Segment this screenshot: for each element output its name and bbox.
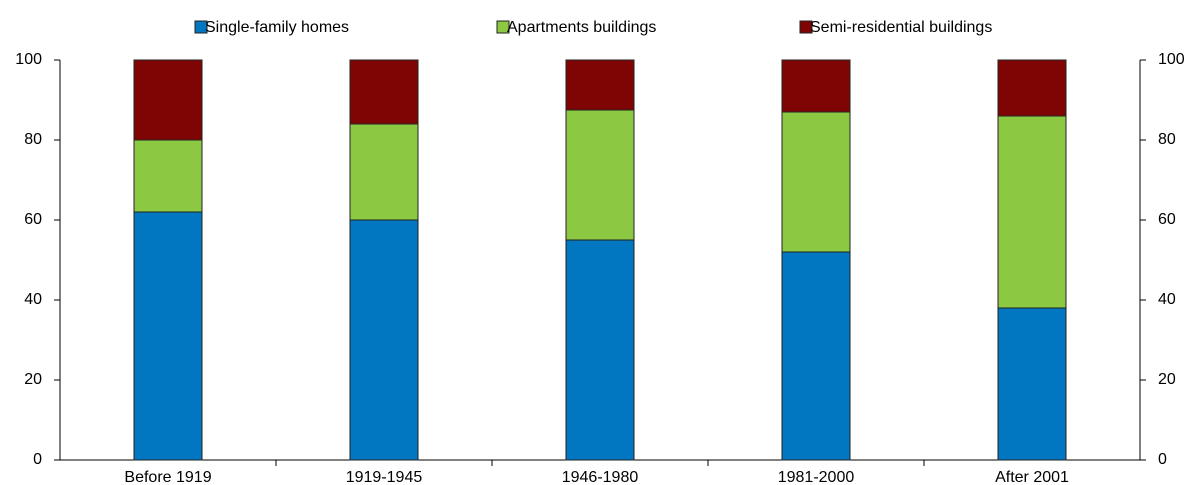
legend-label: Apartments buildings bbox=[507, 19, 656, 36]
bar-segment bbox=[997, 115, 1067, 309]
bar-segment bbox=[349, 123, 419, 221]
y2-tick-label: 40 bbox=[1158, 291, 1176, 308]
x-tick-label: Before 1919 bbox=[124, 469, 211, 485]
y-tick-label: 80 bbox=[24, 131, 42, 148]
bar-segment bbox=[781, 251, 851, 461]
bar-segment bbox=[781, 59, 851, 113]
y2-tick-label: 80 bbox=[1158, 131, 1176, 148]
y2-tick-label: 60 bbox=[1158, 211, 1176, 228]
y2-tick-label: 20 bbox=[1158, 371, 1176, 388]
legend-swatch bbox=[799, 20, 813, 34]
x-tick-label: 1981-2000 bbox=[778, 469, 855, 485]
y-tick-label: 100 bbox=[15, 51, 42, 68]
y2-tick-label: 0 bbox=[1158, 451, 1167, 468]
bar-segment bbox=[133, 139, 203, 213]
y-tick-label: 60 bbox=[24, 211, 42, 228]
y2-tick-label: 100 bbox=[1158, 51, 1185, 68]
x-tick-label: 1919-1945 bbox=[346, 469, 423, 485]
legend-swatch bbox=[194, 20, 208, 34]
bar-segment bbox=[349, 219, 419, 461]
bar-segment bbox=[781, 111, 851, 253]
bar-segment bbox=[133, 59, 203, 141]
bar-segment bbox=[565, 109, 635, 241]
y-tick-label: 20 bbox=[24, 371, 42, 388]
y-tick-label: 40 bbox=[24, 291, 42, 308]
bar-segment bbox=[565, 59, 635, 111]
legend-swatch bbox=[496, 20, 510, 34]
x-tick-label: After 2001 bbox=[995, 469, 1069, 485]
bar-segment bbox=[133, 211, 203, 461]
bar-segment bbox=[565, 239, 635, 461]
bar-segment bbox=[997, 59, 1067, 117]
bar-segment bbox=[349, 59, 419, 125]
x-tick-label: 1946-1980 bbox=[562, 469, 639, 485]
bar-segment bbox=[997, 307, 1067, 461]
legend-label: Semi-residential buildings bbox=[810, 19, 992, 36]
legend-label: Single-family homes bbox=[205, 19, 349, 36]
y-tick-label: 0 bbox=[33, 451, 42, 468]
